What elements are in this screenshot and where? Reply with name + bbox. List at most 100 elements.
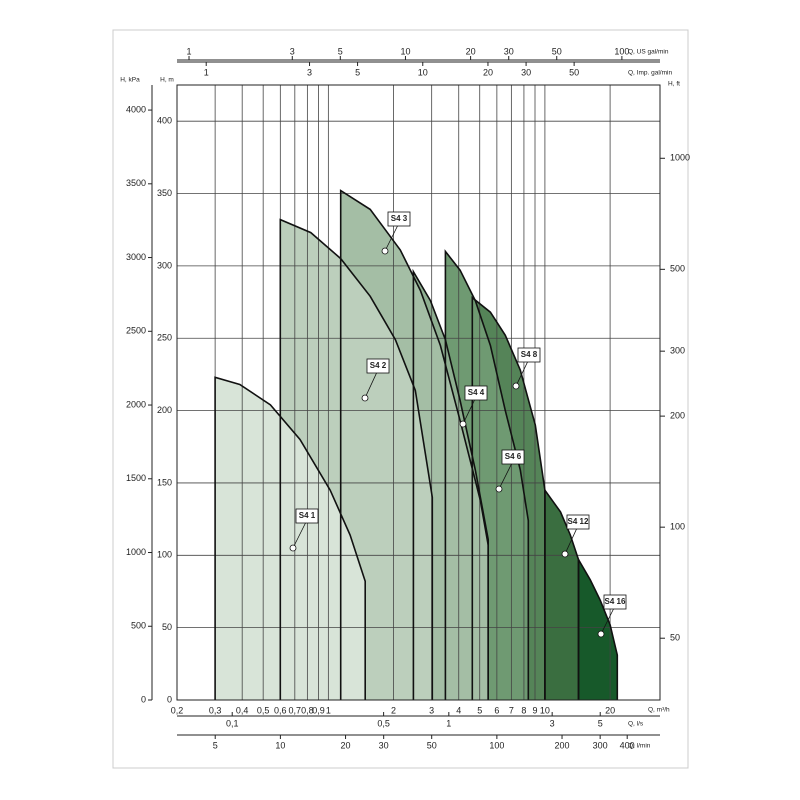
y-tick-label: 0 — [167, 694, 172, 704]
callout-dot — [512, 382, 520, 390]
x-tick-label: 0,8 — [301, 705, 314, 715]
callout-dot — [459, 420, 467, 428]
x-tick-label: 20 — [466, 46, 476, 56]
x-tick-label: 7 — [509, 705, 514, 715]
x-tick-label: 5 — [355, 67, 360, 77]
curve — [214, 376, 366, 700]
y2-tick-label: 50 — [670, 633, 680, 643]
series-label: S4 12 — [568, 517, 589, 526]
x-tick-label: 50 — [569, 67, 579, 77]
series-label: S4 1 — [299, 511, 316, 520]
plot-frame — [176, 84, 661, 701]
x-tick-label: 0,5 — [257, 705, 270, 715]
series-label: S4 6 — [505, 452, 522, 461]
x-tick-label: 30 — [521, 67, 531, 77]
x-tick-label: 1 — [326, 705, 331, 715]
callout-leader — [364, 371, 378, 399]
y-tick-label: 100 — [157, 550, 172, 560]
x-tick-label: 5 — [338, 46, 343, 56]
y-tick-label: 200 — [157, 405, 172, 415]
kpa-tick-label: 1500 — [126, 473, 146, 483]
axis-label: Q, Imp. gal/min — [628, 70, 672, 77]
x-tick-label: 0,7 — [289, 705, 302, 715]
kpa-tick-label: 1000 — [126, 547, 146, 557]
callout-leader — [292, 521, 307, 549]
y-tick-label: 300 — [157, 260, 172, 270]
kpa-tick-label: 0 — [141, 694, 146, 704]
callout-box — [603, 594, 627, 610]
x-tick-label: 3 — [550, 718, 555, 728]
x-tick-label: 1 — [187, 46, 192, 56]
series-label: S4 4 — [468, 388, 485, 397]
series-label: S4 8 — [521, 350, 538, 359]
kpa-tick-label: 4000 — [126, 104, 146, 114]
x-tick-label: 8 — [521, 705, 526, 715]
callout-box — [387, 211, 411, 227]
callout-leader — [462, 398, 476, 425]
series-label: S4 16 — [605, 597, 626, 606]
y-tick-label: 50 — [162, 622, 172, 632]
series-label: S4 2 — [370, 361, 387, 370]
y-tick-label: 250 — [157, 333, 172, 343]
series-label: S4 3 — [391, 214, 408, 223]
x-tick-label: 0,5 — [377, 718, 390, 728]
x-tick-label: 30 — [504, 46, 514, 56]
x-tick-label: 5 — [598, 718, 603, 728]
callout-dot — [597, 630, 605, 638]
kpa-tick-label: 3000 — [126, 252, 146, 262]
callout-box — [517, 347, 541, 363]
x-tick-label: 1 — [446, 718, 451, 728]
axis-label: Q, l/s — [628, 721, 644, 728]
x-tick-label: 1 — [204, 67, 209, 77]
x-tick-label: 20 — [605, 705, 615, 715]
x-tick-label: 0,6 — [274, 705, 287, 715]
callout-dot — [561, 550, 569, 558]
axis-label: Q, l/min — [628, 743, 651, 750]
callout-dot — [495, 485, 503, 493]
x-tick-label: 0,1 — [226, 718, 239, 728]
x-tick-label: 0,4 — [236, 705, 249, 715]
curve — [339, 189, 489, 700]
callout-dot — [361, 394, 369, 402]
callout-leader — [564, 527, 578, 555]
callout-box — [566, 514, 590, 530]
x-tick-label: 9 — [532, 705, 537, 715]
callout-leader — [384, 224, 399, 252]
kpa-tick-label: 3500 — [126, 178, 146, 188]
x-tick-label: 200 — [555, 740, 570, 750]
kpa-tick-label: 2500 — [126, 326, 146, 336]
x-tick-label: 4 — [456, 705, 461, 715]
curve — [444, 249, 530, 700]
y-axis-label: H, m — [160, 77, 174, 84]
callout-dot — [381, 247, 389, 255]
callout-box — [366, 358, 390, 374]
callout-leader — [515, 360, 529, 387]
callout-leader — [600, 607, 615, 635]
x-tick-label: 3 — [429, 705, 434, 715]
x-tick-label: 50 — [427, 740, 437, 750]
x-tick-label: 6 — [494, 705, 499, 715]
y2-tick-label: 100 — [670, 522, 685, 532]
x-tick-label: 3 — [307, 67, 312, 77]
x-axis-label: Q, m³/h — [648, 707, 670, 714]
x-tick-label: 400 — [620, 740, 635, 750]
x-tick-label: 300 — [593, 740, 608, 750]
x-tick-label: 5 — [213, 740, 218, 750]
y2-tick-label: 500 — [670, 264, 685, 274]
callout-box — [464, 385, 488, 401]
x-tick-label: 5 — [477, 705, 482, 715]
x-tick-label: 20 — [483, 67, 493, 77]
x-tick-label: 30 — [379, 740, 389, 750]
x-tick-label: 10 — [275, 740, 285, 750]
curve — [412, 268, 489, 700]
callout-leader — [498, 462, 513, 490]
y2-tick-label: 200 — [670, 410, 685, 420]
x-tick-label: 50 — [552, 46, 562, 56]
area — [578, 559, 618, 700]
callout-box — [501, 449, 525, 465]
frame — [112, 29, 689, 769]
x-tick-label: 0,9 — [312, 705, 325, 715]
y-tick-label: 350 — [157, 188, 172, 198]
